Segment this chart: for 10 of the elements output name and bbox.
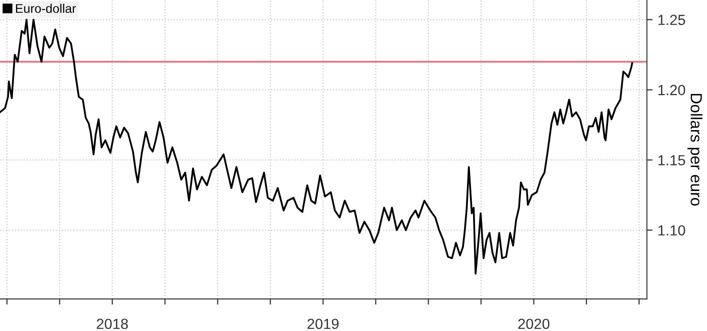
line-series <box>0 18 634 275</box>
x-tick-label: 2018 <box>96 318 128 330</box>
y-tick-label: 1.15 <box>658 155 686 166</box>
y-axis-title: Dollars per euro <box>687 94 702 206</box>
y-tick-label: 1.25 <box>658 14 686 26</box>
x-tick-label: 2019 <box>308 318 339 330</box>
x-tick-label: 2020 <box>518 318 550 330</box>
y-tick-label: 1.20 <box>658 84 686 96</box>
legend-label: Euro-dollar <box>16 4 76 13</box>
y-tick-label: 1.10 <box>658 225 686 236</box>
